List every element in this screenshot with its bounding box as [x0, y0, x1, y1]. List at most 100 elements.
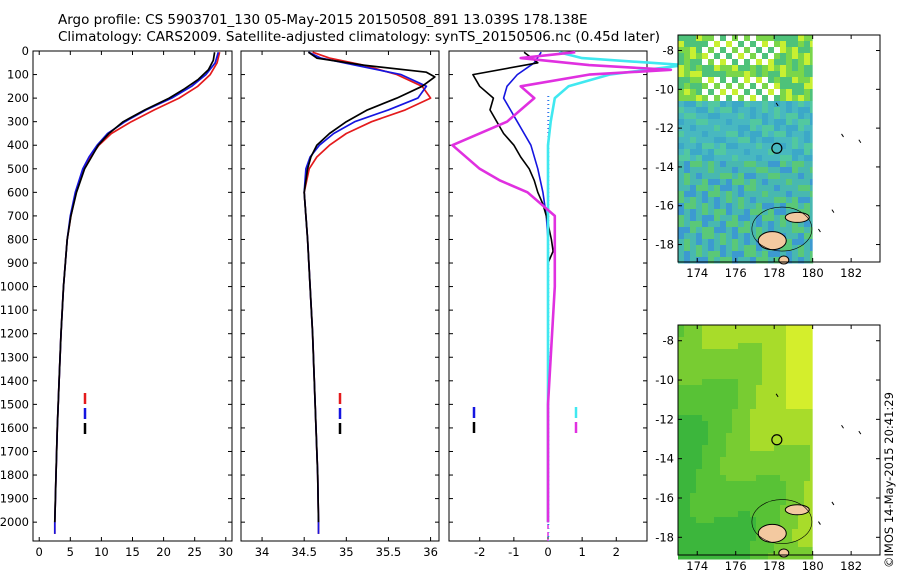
map-cell [732, 83, 739, 90]
map-cell [690, 547, 697, 554]
map-cell [738, 433, 745, 440]
map-cell [810, 505, 814, 512]
map-cell [678, 131, 685, 138]
map-cell [768, 361, 775, 368]
map-cell [774, 257, 781, 264]
reef-mark-1 [858, 430, 862, 435]
map-cell [804, 179, 811, 186]
x-tick-label: 35.5 [376, 545, 402, 559]
map-cell [774, 331, 781, 338]
map-cell [720, 137, 727, 144]
map-cell [702, 445, 709, 452]
map-cell [786, 511, 793, 518]
map-cell [696, 173, 703, 180]
map-cell [732, 143, 739, 150]
map-cell [708, 499, 715, 506]
map-cell [702, 83, 709, 90]
map-cell [804, 409, 811, 416]
map-cell [732, 397, 739, 404]
map-cell [714, 107, 721, 114]
map-cell [792, 517, 799, 524]
map-cell [708, 355, 715, 362]
x-tick-label: 180 [802, 266, 824, 280]
map-cell [720, 541, 727, 548]
map-cell [744, 541, 751, 548]
map-cell [804, 421, 811, 428]
map-cell [774, 41, 781, 48]
map-cell [708, 457, 715, 464]
map-cell [804, 137, 811, 144]
map-cell [792, 529, 799, 536]
map-cell [780, 349, 787, 356]
map-cell [780, 379, 787, 386]
map-cell [684, 325, 691, 332]
map-cell [792, 239, 799, 246]
map-cell [702, 101, 709, 108]
map-cell [744, 137, 751, 144]
map-cell [792, 41, 799, 48]
map-cell [798, 137, 805, 144]
map-cell [732, 119, 739, 126]
map-cell [732, 77, 739, 84]
map-cell [792, 137, 799, 144]
map-cell [678, 101, 685, 108]
map-cell [768, 167, 775, 174]
map-cell [684, 397, 691, 404]
map-cell [744, 403, 751, 410]
map-cell [726, 397, 733, 404]
map-cell [738, 167, 745, 174]
x-tick-label: 25 [187, 545, 202, 559]
map-cell [726, 331, 733, 338]
map-cell [774, 251, 781, 258]
map-cell [708, 451, 715, 458]
map-cell [804, 251, 811, 258]
map-cell [708, 245, 715, 252]
map-cell [786, 155, 793, 162]
map-cell [804, 517, 811, 524]
map-cell [690, 233, 697, 240]
map-cell [768, 143, 775, 150]
map-cell [786, 457, 793, 464]
map-cell [684, 463, 691, 470]
map-cell [678, 361, 685, 368]
map-cell [792, 445, 799, 452]
map-cell [696, 379, 703, 386]
map-cell [720, 167, 727, 174]
island-2 [778, 548, 790, 558]
map-cell [732, 355, 739, 362]
map-cell [726, 499, 733, 506]
y-tick-label: -12 [655, 121, 674, 135]
map-cell [738, 251, 745, 258]
map-cell [684, 427, 691, 434]
map-cell [732, 517, 739, 524]
map-cell [726, 131, 733, 138]
map-cell [684, 391, 691, 398]
map-cell [798, 239, 805, 246]
map-cell [750, 65, 757, 72]
map-cell [750, 149, 757, 156]
map-cell [762, 553, 769, 560]
map-cell [750, 89, 757, 96]
map-cell [744, 349, 751, 356]
map-cell [750, 53, 757, 60]
y-tick-label: 700 [7, 209, 29, 223]
map-cell [744, 89, 751, 96]
map-cell [762, 179, 769, 186]
map-cell [762, 481, 769, 488]
map-cell [678, 35, 685, 42]
map-cell [702, 215, 709, 222]
map-cell [768, 427, 775, 434]
map-cell [690, 155, 697, 162]
map-cell [732, 233, 739, 240]
map-cell [810, 203, 814, 210]
map-cell [684, 349, 691, 356]
map-cell [702, 517, 709, 524]
map-cell [702, 373, 709, 380]
map-cell [774, 59, 781, 66]
y-tick-label: -16 [655, 199, 674, 213]
map-cell [690, 137, 697, 144]
map-cell [720, 113, 727, 120]
map-cell [756, 179, 763, 186]
series-line-2 [53, 52, 216, 523]
map-cell [810, 65, 814, 72]
